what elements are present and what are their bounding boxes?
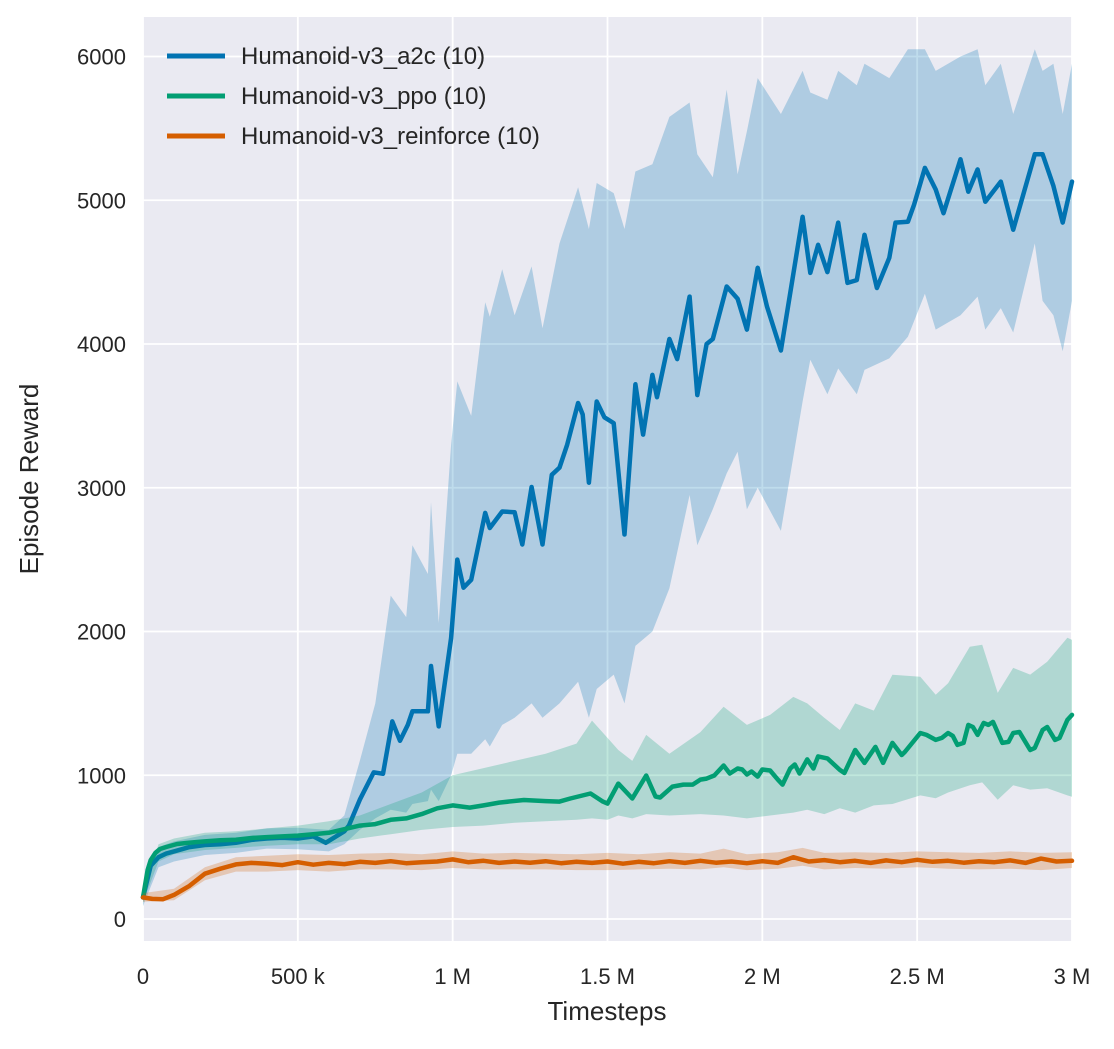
legend-item-a2c: Humanoid-v3_a2c (10) (167, 43, 485, 70)
band-Humanoid-v3_a2c (10) (143, 49, 1072, 907)
x-tick-1.5 M: 1.5 M (580, 964, 635, 989)
x-tick-0: 0 (137, 964, 149, 989)
legend-label-ppo: Humanoid-v3_ppo (10) (241, 83, 486, 110)
y-tick-6000: 6000 (77, 45, 126, 70)
line-Humanoid-v3_reinforce (10) (140, 854, 1075, 902)
x-tick-2 M: 2 M (744, 964, 781, 989)
x-tick-3 M: 3 M (1054, 964, 1091, 989)
line-Humanoid-v3_a2c (10) (140, 152, 1075, 900)
series-layer (140, 49, 1075, 907)
y-tick-1000: 1000 (77, 763, 126, 788)
line-Humanoid-v3_ppo (10) (140, 712, 1075, 900)
x-tick-500 k: 500 k (271, 964, 326, 989)
y-axis-label: Episode Reward (14, 384, 44, 575)
legend-label-a2c: Humanoid-v3_a2c (10) (241, 43, 485, 70)
legend-item-reinforce: Humanoid-v3_reinforce (10) (167, 123, 540, 150)
y-tick-5000: 5000 (77, 188, 126, 213)
x-tick-2.5 M: 2.5 M (890, 964, 945, 989)
gridlines (142, 17, 1073, 941)
x-tick-labels: 0 500 k 1 M 1.5 M 2 M 2.5 M 3 M (137, 964, 1090, 989)
x-tick-1 M: 1 M (434, 964, 471, 989)
legend-label-reinforce: Humanoid-v3_reinforce (10) (241, 123, 540, 150)
y-tick-4000: 4000 (77, 332, 126, 357)
y-tick-2000: 2000 (77, 620, 126, 645)
y-tick-0: 0 (114, 907, 126, 932)
legend: Humanoid-v3_a2c (10) Humanoid-v3_ppo (10… (167, 43, 540, 150)
y-tick-labels: 0 1000 2000 3000 4000 5000 6000 (77, 45, 126, 932)
y-tick-3000: 3000 (77, 476, 126, 501)
legend-item-ppo: Humanoid-v3_ppo (10) (167, 83, 486, 110)
band-Humanoid-v3_ppo (10) (143, 637, 1072, 903)
x-axis-label: Timesteps (548, 996, 667, 1026)
